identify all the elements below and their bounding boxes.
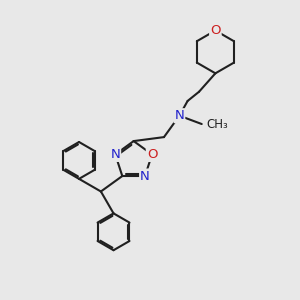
- Text: N: N: [140, 169, 150, 182]
- Text: N: N: [175, 109, 184, 122]
- Text: CH₃: CH₃: [206, 118, 228, 130]
- Text: N: N: [110, 148, 120, 161]
- Text: O: O: [147, 148, 157, 161]
- Text: O: O: [210, 24, 220, 37]
